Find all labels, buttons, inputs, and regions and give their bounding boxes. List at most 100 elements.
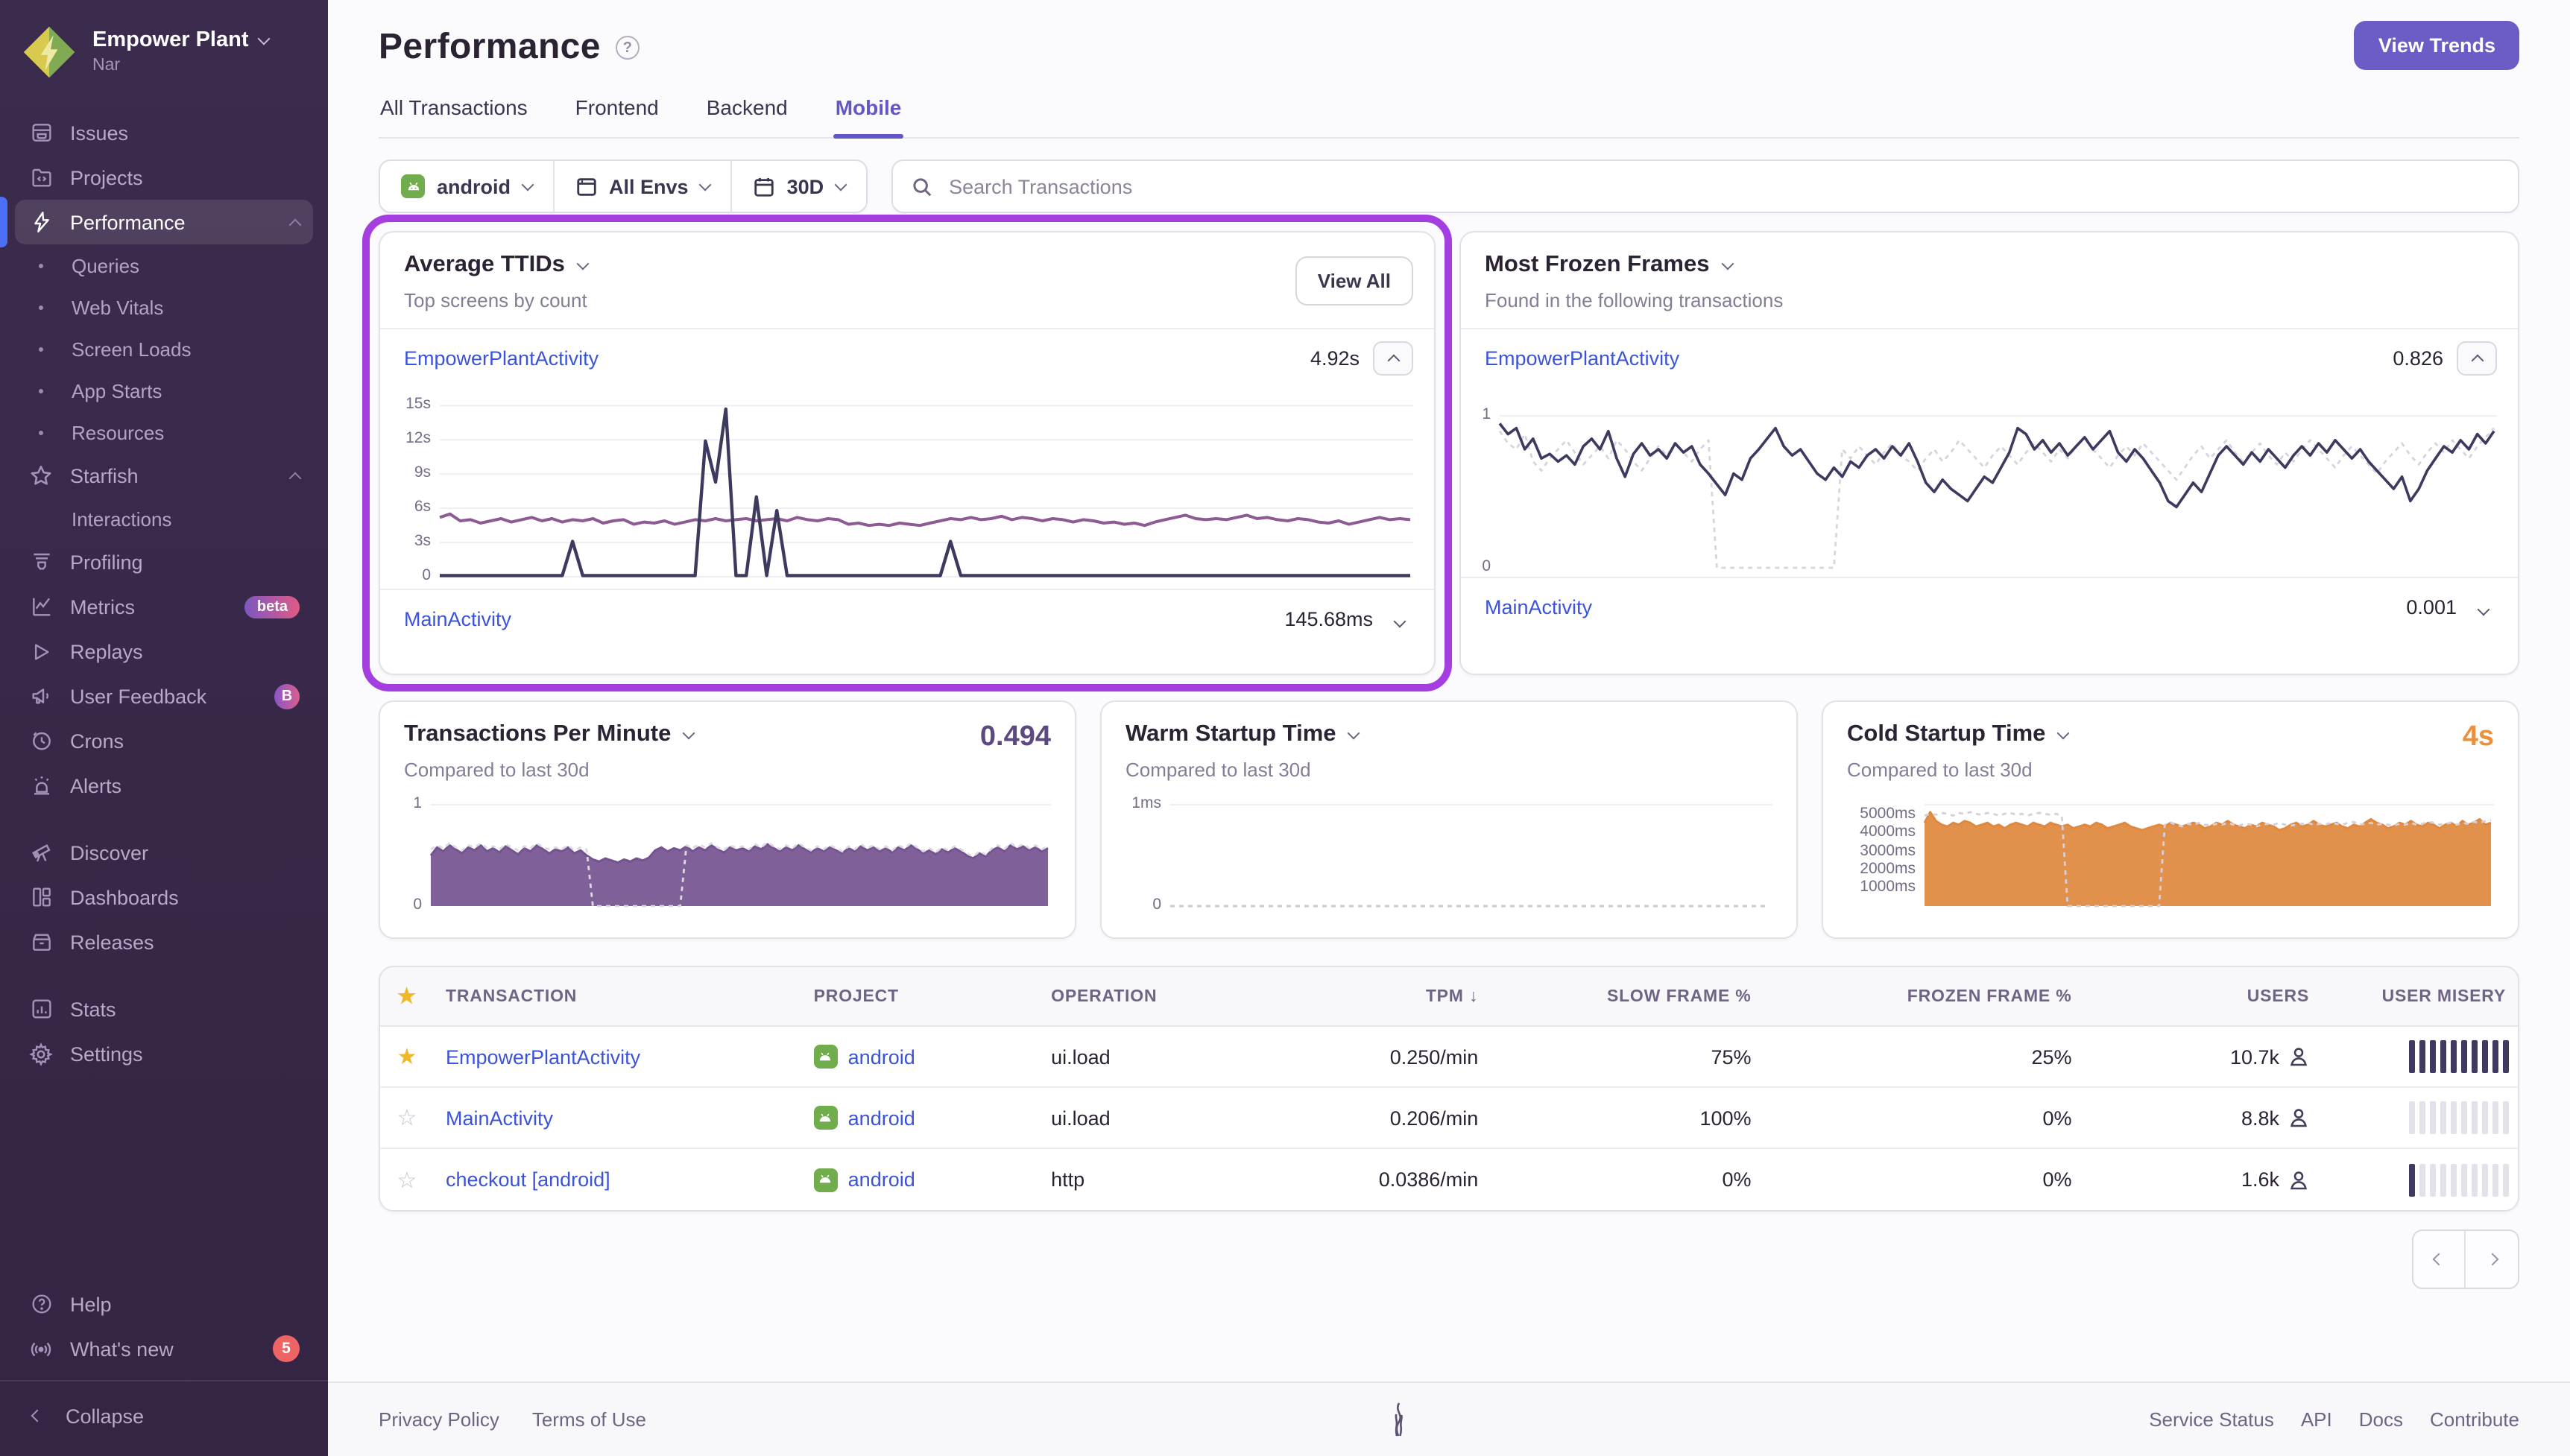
footer-link[interactable]: Service Status [2149, 1408, 2274, 1431]
tab-mobile[interactable]: Mobile [834, 95, 903, 137]
sidebar-item-what-s-new[interactable]: What's new5 [15, 1326, 313, 1371]
most-frozen-frames-title[interactable]: Most Frozen Frames [1485, 252, 2494, 279]
sidebar-subitem-label: App Starts [72, 379, 162, 402]
sidebar-item-starfish[interactable]: Starfish [15, 453, 313, 498]
clock-icon [28, 728, 54, 753]
sidebar-item-discover[interactable]: Discover [15, 830, 313, 875]
column-header-users[interactable]: USERS [2084, 987, 2322, 1005]
sidebar-subitem-web-vitals[interactable]: Web Vitals [15, 286, 313, 328]
sidebar-subitem-queries[interactable]: Queries [15, 244, 313, 286]
sidebar-subitem-resources[interactable]: Resources [15, 411, 313, 453]
slow-frame-cell: 0% [1490, 1168, 1763, 1191]
tab-frontend[interactable]: Frontend [574, 95, 660, 137]
transaction-link[interactable]: EmpowerPlantActivity [404, 346, 599, 369]
sentry-logo-icon [1383, 1400, 1412, 1439]
sidebar-item-alerts[interactable]: Alerts [15, 763, 313, 808]
footer: Privacy Policy Terms of Use Service Stat… [328, 1381, 2570, 1456]
sidebar-item-performance[interactable]: Performance [15, 200, 313, 244]
sidebar-item-issues[interactable]: Issues [15, 110, 313, 155]
search-input[interactable] [946, 174, 2500, 199]
column-header-tpm[interactable]: TPM ↓ [1277, 987, 1491, 1005]
ttid-value: 4.92s [1310, 346, 1360, 369]
expand-row-button[interactable] [1386, 607, 1413, 630]
column-header-slow-frame-[interactable]: SLOW FRAME % [1490, 987, 1763, 1005]
transaction-link[interactable]: EmpowerPlantActivity [1485, 346, 1679, 369]
expand-row-button[interactable] [2470, 595, 2497, 618]
project-filter[interactable]: android [380, 161, 554, 212]
sidebar-item-user-feedback[interactable]: User FeedbackB [15, 674, 313, 718]
dashboards-icon [28, 884, 54, 910]
view-all-button[interactable]: View All [1295, 256, 1413, 306]
profiling-icon [28, 549, 54, 575]
tab-all-transactions[interactable]: All Transactions [379, 95, 529, 137]
search-transactions[interactable] [891, 159, 2519, 213]
page-help-icon[interactable]: ? [616, 36, 640, 60]
sidebar-item-settings[interactable]: Settings [15, 1031, 313, 1076]
sidebar-item-label: Dashboards [70, 886, 179, 908]
footer-link[interactable]: Privacy Policy [379, 1408, 499, 1431]
sidebar-subitem-screen-loads[interactable]: Screen Loads [15, 328, 313, 370]
column-header-project[interactable]: PROJECT [802, 987, 1039, 1005]
transaction-link[interactable]: checkout [android] [446, 1168, 610, 1191]
sidebar-item-metrics[interactable]: Metricsbeta [15, 584, 313, 629]
transaction-link[interactable]: EmpowerPlantActivity [446, 1045, 640, 1068]
next-page-button[interactable] [2466, 1231, 2518, 1288]
sidebar-subitem-interactions[interactable]: Interactions [15, 498, 313, 539]
column-header-frozen-frame-[interactable]: FROZEN FRAME % [1764, 987, 2084, 1005]
collapse-row-button[interactable] [1373, 341, 1413, 375]
gear-icon [28, 1041, 54, 1066]
warm-startup-title[interactable]: Warm Startup Time [1125, 721, 1772, 748]
sidebar-item-label: User Feedback [70, 685, 206, 707]
sidebar-item-profiling[interactable]: Profiling [15, 539, 313, 584]
org-chevron-down-icon [257, 32, 270, 45]
sidebar-item-releases[interactable]: Releases [15, 920, 313, 964]
previous-page-button[interactable] [2413, 1231, 2466, 1288]
sidebar-item-crons[interactable]: Crons [15, 718, 313, 763]
user-icon [2288, 1046, 2309, 1067]
project-link[interactable]: android [802, 1106, 1039, 1130]
footer-link[interactable]: Contribute [2430, 1408, 2519, 1431]
star-toggle[interactable]: ★ [380, 1043, 434, 1070]
tab-backend[interactable]: Backend [705, 95, 789, 137]
transaction-link[interactable]: MainActivity [404, 607, 511, 630]
footer-link[interactable]: Docs [2359, 1408, 2403, 1431]
sidebar-item-dashboards[interactable]: Dashboards [15, 875, 313, 920]
sidebar-item-help[interactable]: Help [15, 1282, 313, 1326]
star-toggle[interactable]: ☆ [380, 1104, 434, 1131]
column-header-user-misery[interactable]: USER MISERY [2321, 987, 2518, 1005]
sidebar-collapse[interactable]: Collapse [0, 1380, 328, 1456]
transaction-link[interactable]: MainActivity [446, 1107, 553, 1129]
project-link[interactable]: android [802, 1168, 1039, 1191]
sidebar-item-replays[interactable]: Replays [15, 629, 313, 674]
environment-filter[interactable]: All Envs [554, 161, 732, 212]
cold-startup-title[interactable]: Cold Startup Time [1847, 721, 2494, 748]
org-switcher[interactable]: Empower Plant Nar [0, 21, 328, 101]
frozen-value: 0.001 [2406, 595, 2457, 618]
active-indicator [0, 197, 7, 247]
cold-startup-chart: 5000ms4000ms3000ms2000ms1000ms [1847, 802, 2494, 909]
project-link[interactable]: android [802, 1045, 1039, 1069]
transaction-link[interactable]: MainActivity [1485, 595, 1592, 618]
sidebar-item-stats[interactable]: Stats [15, 987, 313, 1031]
column-header-transaction[interactable]: TRANSACTION [434, 987, 802, 1005]
sidebar-subitem-app-starts[interactable]: App Starts [15, 370, 313, 411]
stats-icon [28, 996, 54, 1022]
average-ttids-title[interactable]: Average TTIDs [404, 252, 1410, 279]
environment-icon [575, 175, 597, 197]
star-icon [28, 463, 54, 488]
collapse-row-button[interactable] [2457, 341, 2497, 375]
sidebar-item-label: Crons [70, 729, 124, 752]
footer-link[interactable]: API [2301, 1408, 2332, 1431]
star-header-icon[interactable]: ★ [380, 984, 434, 1009]
tpm-value: 0.494 [980, 721, 1051, 754]
star-toggle[interactable]: ☆ [380, 1166, 434, 1193]
column-header-operation[interactable]: OPERATION [1039, 987, 1277, 1005]
date-filter[interactable]: 30D [732, 161, 866, 212]
tpm-title[interactable]: Transactions Per Minute [404, 721, 1051, 748]
calendar-icon [753, 175, 775, 197]
cold-startup-subtitle: Compared to last 30d [1847, 759, 2494, 781]
sidebar-item-label: Starfish [70, 464, 139, 487]
view-trends-button[interactable]: View Trends [2355, 21, 2519, 70]
footer-link[interactable]: Terms of Use [532, 1408, 646, 1431]
sidebar-item-projects[interactable]: Projects [15, 155, 313, 200]
